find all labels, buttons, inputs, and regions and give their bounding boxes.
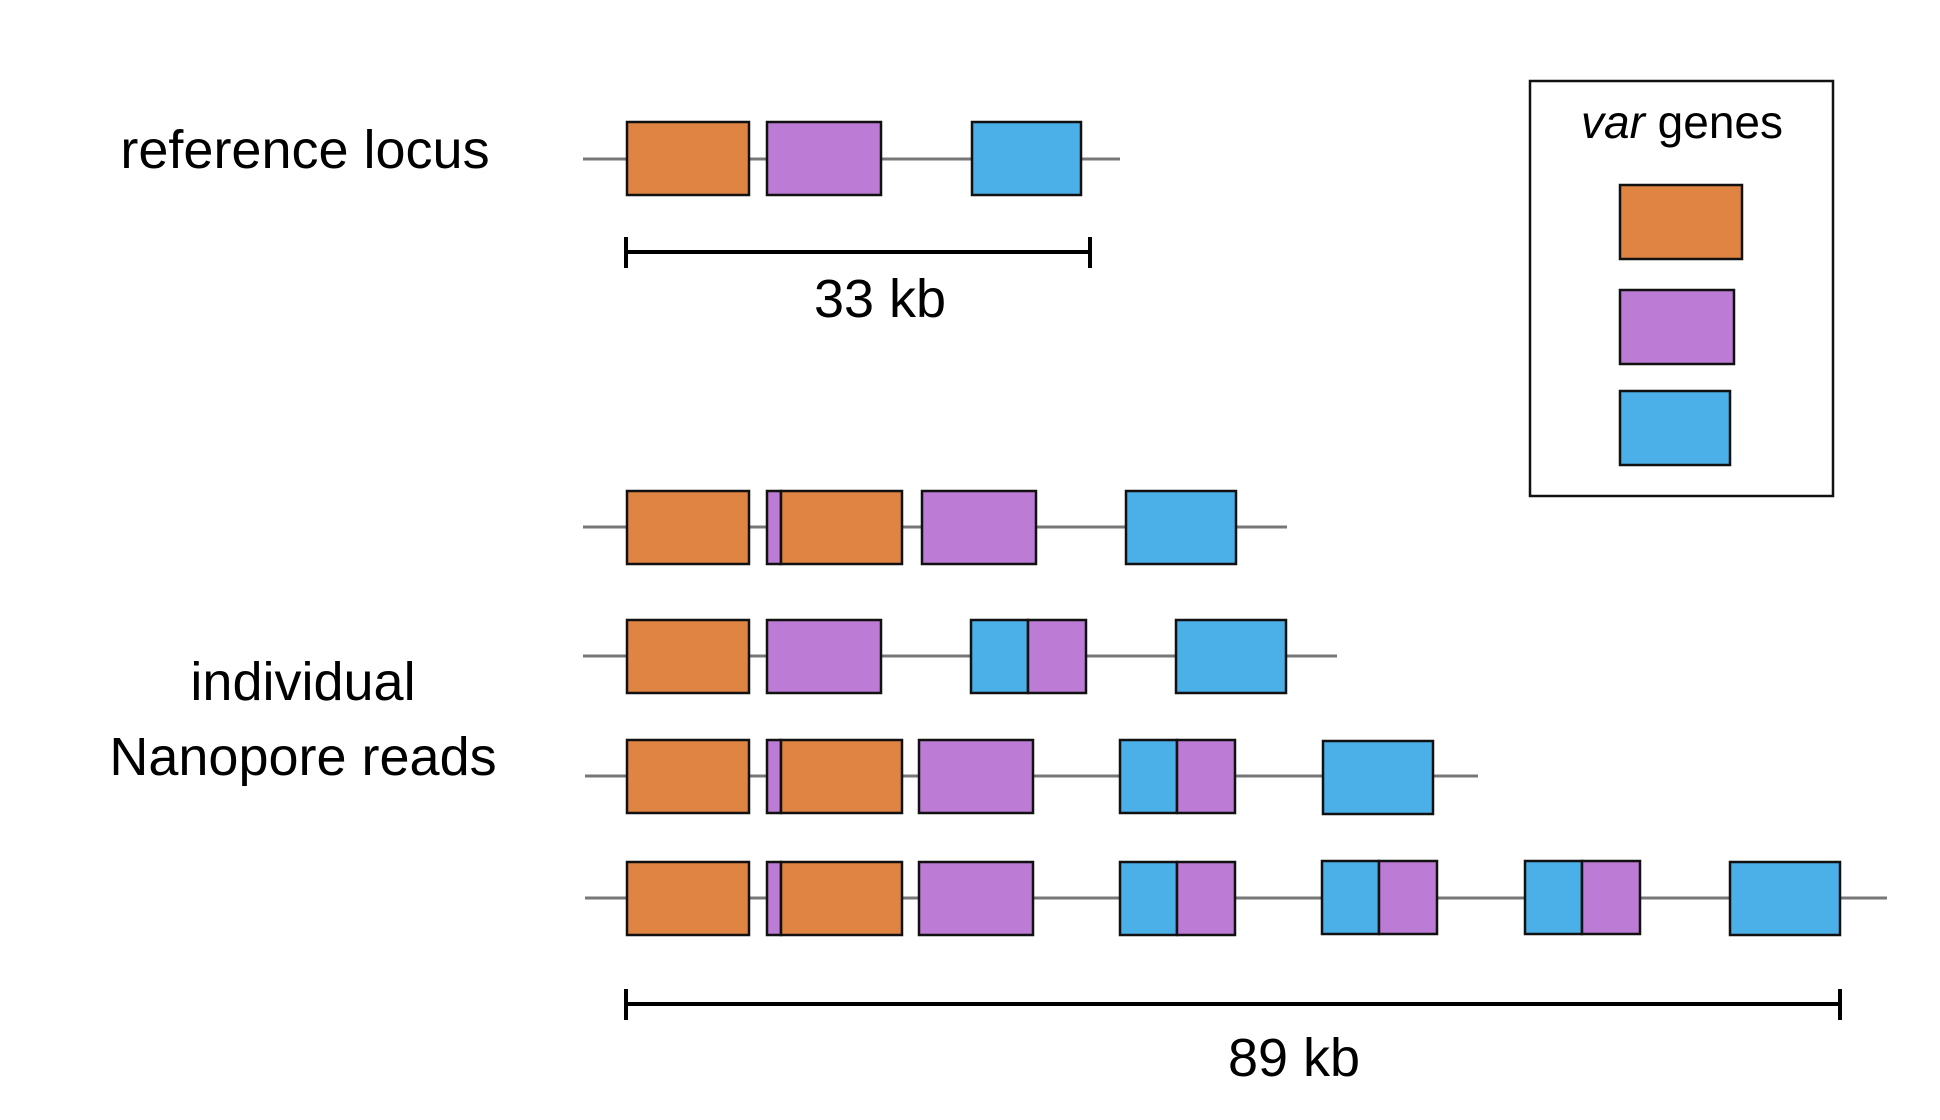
gene-orange <box>625 860 751 937</box>
gene-orange <box>625 489 751 566</box>
gene-blue-purple-chimera <box>1320 859 1439 936</box>
reads-scale-bar <box>624 989 1842 1020</box>
gene-purple <box>917 860 1035 937</box>
gene-blue <box>1124 489 1238 566</box>
reference-gene-purple <box>765 120 883 197</box>
blue-var-gene-swatch <box>1618 389 1732 467</box>
nanopore-read-1 <box>583 489 1287 566</box>
reference-scale-bar <box>624 237 1092 268</box>
gene-purple-orange-chimera <box>765 489 904 566</box>
reads-label-line1: individual <box>190 652 415 712</box>
reference-gene-blue <box>970 120 1083 197</box>
legend-title: var genes <box>1581 96 1783 148</box>
orange-var-gene-swatch <box>1618 183 1744 261</box>
legend: var genes <box>1528 79 1835 498</box>
reference-gene-orange <box>625 120 751 197</box>
gene-purple <box>920 489 1038 566</box>
gene-blue <box>1728 860 1842 937</box>
reference-locus-label: reference locus <box>120 120 489 180</box>
nanopore-read-2 <box>583 618 1337 695</box>
gene-blue <box>1321 739 1435 816</box>
gene-blue-purple-chimera <box>1118 738 1237 815</box>
gene-blue-purple-chimera <box>969 618 1088 695</box>
gene-blue <box>1174 618 1288 695</box>
gene-orange <box>625 738 751 815</box>
purple-var-gene-swatch <box>1618 288 1736 366</box>
gene-blue-purple-chimera <box>1118 860 1237 937</box>
nanopore-read-3 <box>585 738 1478 816</box>
gene-purple-orange-chimera <box>765 738 904 815</box>
gene-purple-orange-chimera <box>765 860 904 937</box>
reads-label-line2: Nanopore reads <box>109 727 496 787</box>
nanopore-read-4 <box>585 859 1887 937</box>
reference-track <box>583 120 1120 197</box>
gene-purple <box>765 618 883 695</box>
reference-scale-label: 33 kb <box>814 269 946 329</box>
gene-orange <box>625 618 751 695</box>
gene-purple <box>917 738 1035 815</box>
gene-blue-purple-chimera <box>1523 859 1642 936</box>
reads-scale-label: 89 kb <box>1228 1028 1360 1088</box>
